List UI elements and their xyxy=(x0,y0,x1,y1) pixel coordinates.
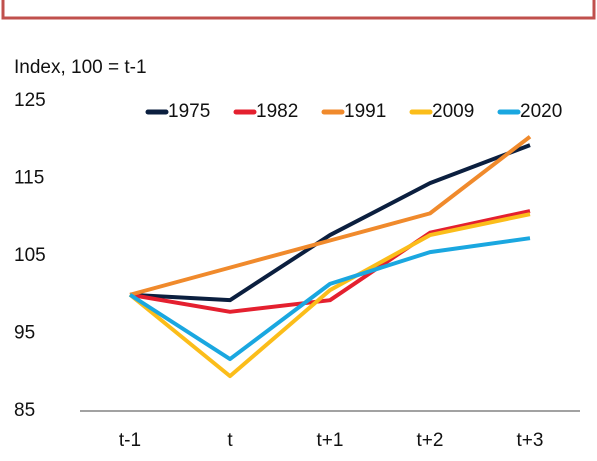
series-line xyxy=(129,143,531,303)
legend-label: 2020 xyxy=(520,101,562,122)
x-tick-label: t xyxy=(227,430,233,451)
legend-label: 1991 xyxy=(344,101,386,122)
y-tick-label: 105 xyxy=(14,245,46,266)
header-box xyxy=(1,0,596,20)
x-tick-label: t+2 xyxy=(417,430,444,451)
y-axis-label: Index, 100 = t-1 xyxy=(14,57,147,78)
y-tick-label: 85 xyxy=(14,400,35,421)
series-line xyxy=(128,236,531,362)
y-tick-label: 115 xyxy=(14,168,44,189)
y-tick-label: 95 xyxy=(14,323,35,344)
series-line xyxy=(128,212,531,379)
series-line xyxy=(129,209,531,314)
legend-label: 1982 xyxy=(256,101,298,122)
x-tick-label: t-1 xyxy=(119,430,141,451)
y-tick-label: 125 xyxy=(14,90,46,111)
x-tick-label: t+1 xyxy=(317,430,344,451)
series-line xyxy=(129,135,532,297)
legend-label: 1975 xyxy=(168,101,210,122)
x-tick-label: t+3 xyxy=(517,430,544,451)
legend-label: 2009 xyxy=(432,101,474,122)
